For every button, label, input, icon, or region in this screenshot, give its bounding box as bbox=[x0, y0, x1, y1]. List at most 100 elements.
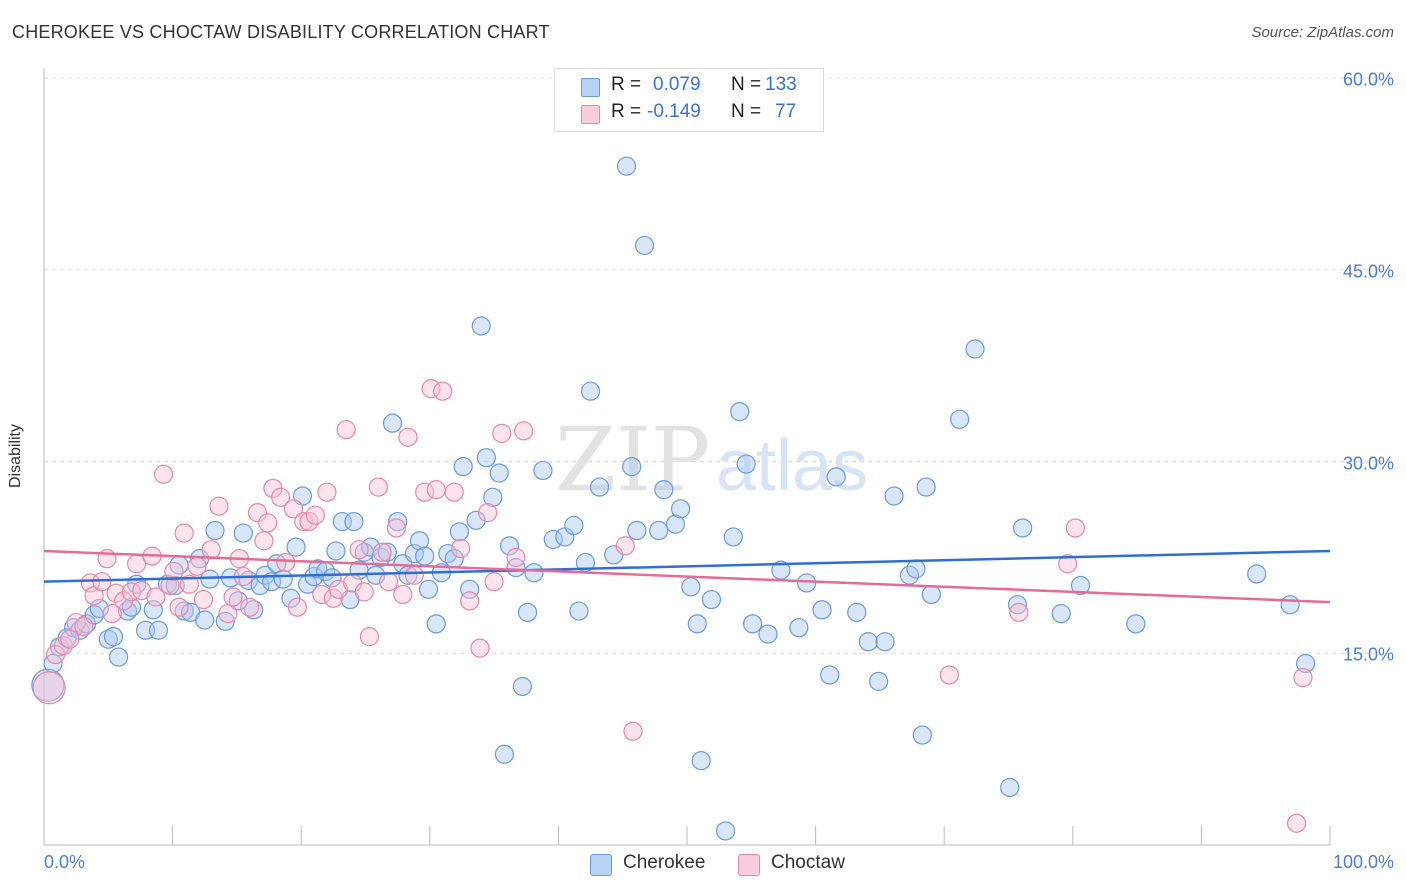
choctaw-point bbox=[32, 671, 66, 705]
cherokee-point bbox=[148, 620, 169, 640]
y-tick-label: 45.0% bbox=[1342, 261, 1394, 282]
cherokee-point bbox=[121, 597, 142, 617]
cherokee-point bbox=[506, 558, 526, 578]
choctaw-point bbox=[164, 561, 184, 582]
choctaw-point bbox=[484, 572, 504, 592]
choctaw-point bbox=[317, 482, 337, 502]
choctaw-point bbox=[218, 604, 238, 624]
cherokee-point bbox=[921, 584, 941, 605]
x-tick-label-max: 100.0% bbox=[1332, 852, 1394, 872]
cherokee-point bbox=[460, 579, 480, 599]
cherokee-point bbox=[344, 511, 364, 532]
choctaw-point bbox=[939, 665, 959, 685]
choctaw-point bbox=[398, 427, 418, 447]
cherokee-point bbox=[377, 542, 397, 562]
x-tick-label-min: 0.0% bbox=[44, 852, 86, 872]
cherokee-point bbox=[524, 563, 544, 583]
choctaw-point bbox=[132, 581, 152, 601]
grid-lines bbox=[44, 77, 1395, 654]
cherokee-point bbox=[499, 536, 520, 556]
cherokee-point bbox=[1247, 564, 1267, 584]
cherokee-point bbox=[869, 671, 889, 691]
cherokee-point bbox=[906, 559, 926, 579]
choctaw-point bbox=[615, 536, 635, 556]
y-tick-label: 30.0% bbox=[1342, 453, 1394, 473]
cherokee-point bbox=[466, 510, 486, 530]
cherokee-point bbox=[950, 409, 970, 429]
choctaw-point bbox=[426, 480, 446, 500]
cherokee-point bbox=[965, 339, 985, 359]
cherokee-point bbox=[1295, 653, 1316, 674]
legend-label: Cherokee bbox=[623, 852, 706, 873]
cherokee-point bbox=[98, 629, 118, 649]
choctaw-trend-line bbox=[43, 549, 1331, 604]
cherokee-point bbox=[489, 463, 509, 483]
cherokee-point bbox=[796, 573, 817, 593]
cherokee-point bbox=[286, 537, 306, 557]
cherokee-point bbox=[649, 520, 669, 541]
cherokee-point bbox=[670, 499, 691, 519]
choctaw-point bbox=[433, 381, 453, 401]
cherokee-point bbox=[174, 601, 194, 621]
y-axis-label: Disability bbox=[7, 423, 24, 489]
cherokee-point bbox=[858, 632, 878, 652]
cherokee-point bbox=[884, 486, 904, 506]
choctaw-point bbox=[121, 582, 142, 602]
cherokee-point bbox=[589, 477, 610, 497]
cherokee-point bbox=[512, 676, 532, 697]
choctaw-point bbox=[514, 421, 534, 441]
legend: Cherokee Choctaw bbox=[0, 852, 1406, 878]
choctaw-point bbox=[102, 604, 122, 624]
cherokee-point bbox=[715, 821, 736, 841]
cherokee-point bbox=[723, 527, 743, 547]
cherokee-point bbox=[89, 598, 109, 619]
cherokee-point bbox=[654, 480, 674, 500]
cherokee-point bbox=[409, 531, 430, 551]
cherokee-point bbox=[533, 460, 553, 481]
choctaw-point bbox=[404, 565, 424, 585]
choctaw-point bbox=[174, 523, 194, 543]
stats-row-choctaw: R = -0.149 N = 77 bbox=[555, 101, 823, 127]
choctaw-point bbox=[74, 616, 94, 637]
cherokee-point bbox=[418, 579, 439, 599]
cherokee-point bbox=[453, 457, 473, 477]
choctaw-point bbox=[623, 721, 643, 741]
cherokee-point bbox=[494, 744, 514, 764]
choctaw-point bbox=[305, 505, 325, 525]
cherokee-point bbox=[165, 575, 185, 596]
choctaw-point bbox=[287, 597, 307, 617]
cherokee-point bbox=[627, 520, 647, 541]
cherokee-point bbox=[580, 381, 601, 401]
choctaw-point bbox=[393, 584, 413, 605]
cherokee-point bbox=[730, 402, 750, 422]
choctaw-point bbox=[223, 587, 243, 607]
choctaw-point bbox=[328, 579, 349, 599]
cherokee-trend-line bbox=[43, 549, 1331, 583]
choctaw-point bbox=[1286, 813, 1307, 833]
choctaw-point bbox=[492, 423, 512, 443]
choctaw-point bbox=[209, 496, 229, 516]
choctaw-point bbox=[1065, 518, 1085, 538]
n-value: 77 bbox=[775, 101, 797, 122]
cherokee-point bbox=[847, 602, 867, 622]
cherokee-point bbox=[483, 487, 503, 507]
y-tick-label: 15.0% bbox=[1342, 644, 1394, 665]
cherokee-point bbox=[117, 601, 138, 621]
cherokee-legend-icon bbox=[590, 854, 612, 876]
choctaw-legend-icon bbox=[738, 854, 760, 876]
cherokee-point bbox=[1013, 518, 1033, 538]
choctaw-point bbox=[415, 482, 435, 502]
cherokee-point bbox=[233, 523, 253, 543]
cherokee-point bbox=[103, 627, 124, 647]
cherokee-point bbox=[322, 568, 342, 588]
cherokee-point bbox=[1007, 595, 1028, 615]
series-choctaw bbox=[32, 379, 1313, 833]
choctaw-point bbox=[271, 487, 291, 507]
cherokee-point bbox=[215, 611, 235, 631]
trend-lines bbox=[43, 549, 1331, 604]
cherokee-point bbox=[205, 520, 225, 541]
choctaw-point bbox=[323, 588, 343, 608]
choctaw-point bbox=[60, 629, 80, 649]
choctaw-point bbox=[359, 627, 379, 647]
